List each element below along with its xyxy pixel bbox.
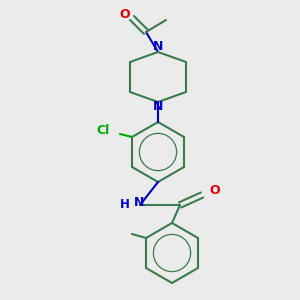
Text: H: H [120,199,130,212]
Text: Cl: Cl [97,124,110,137]
Text: N: N [134,196,144,209]
Text: N: N [153,100,163,113]
Text: O: O [209,184,220,197]
Text: N: N [153,40,163,53]
Text: O: O [120,8,130,22]
